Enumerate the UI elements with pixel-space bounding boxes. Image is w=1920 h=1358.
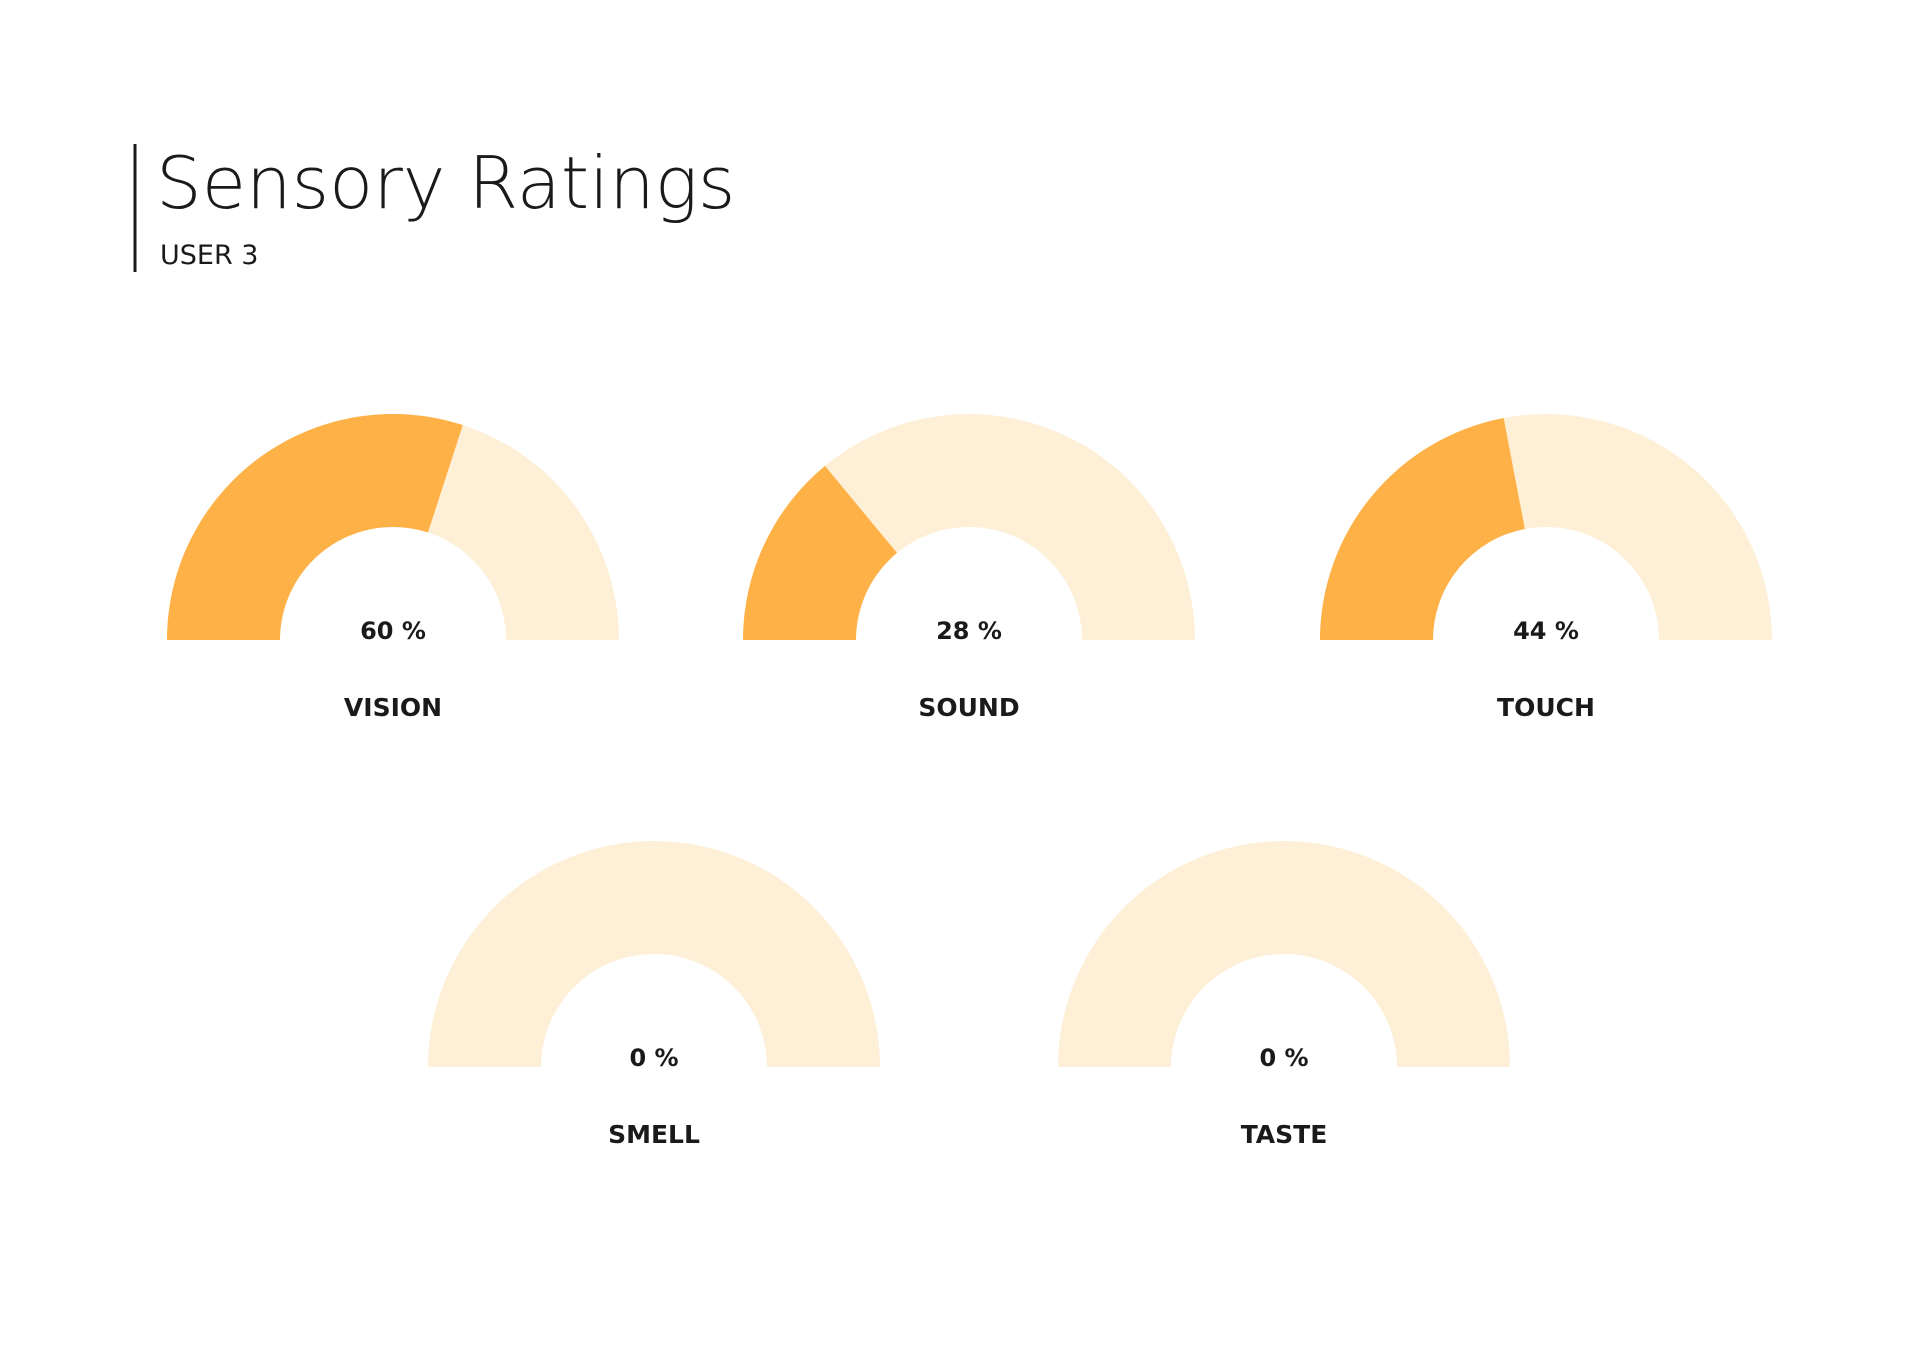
gauge-value-label: 60 % [360, 617, 426, 645]
gauge-value-label: 44 % [1513, 617, 1579, 645]
gauge-track [1058, 841, 1510, 1067]
gauge-value-label: 0 % [1259, 1044, 1308, 1072]
gauge-label: SOUND [918, 693, 1019, 722]
gauge-value [167, 413, 463, 640]
gauge-track [428, 841, 880, 1067]
gauge-label: TOUCH [1497, 693, 1595, 722]
page-subtitle: USER 3 [160, 240, 258, 271]
gauge-label: SMELL [608, 1120, 700, 1149]
gauge-label: TASTE [1241, 1120, 1328, 1149]
gauge-value-label: 0 % [629, 1044, 678, 1072]
gauge-value [743, 465, 897, 640]
gauge-value [1320, 418, 1525, 640]
gauge-value-label: 28 % [936, 617, 1002, 645]
page-title: Sensory Ratings [156, 141, 735, 225]
gauge-label: VISION [344, 693, 442, 722]
